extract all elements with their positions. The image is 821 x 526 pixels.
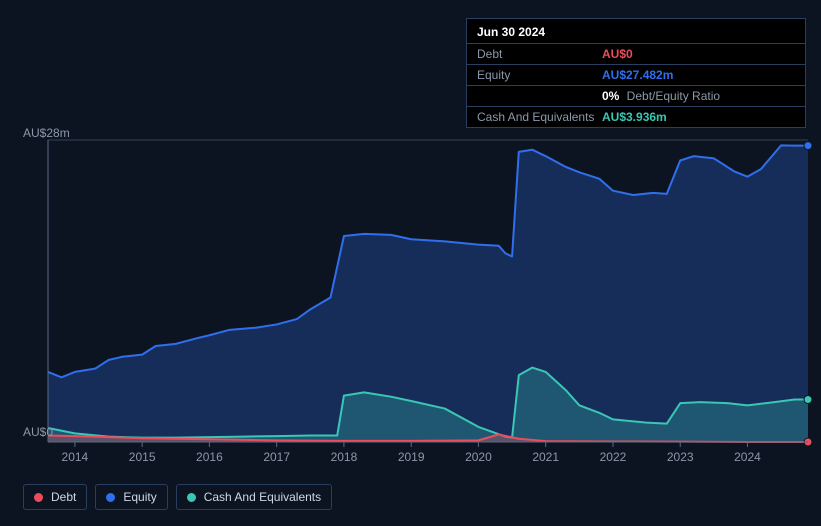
x-axis-year-label: 2022 <box>600 450 627 464</box>
tooltip-row-label: Equity <box>477 68 602 82</box>
tooltip-row: 0% Debt/Equity Ratio <box>467 85 805 106</box>
tooltip-row-value: AU$27.482m <box>602 68 673 82</box>
y-axis-min-label: AU$0 <box>23 425 53 439</box>
x-axis-year-label: 2021 <box>532 450 559 464</box>
tooltip-row: DebtAU$0 <box>467 43 805 64</box>
tooltip-row-value: 0% Debt/Equity Ratio <box>602 89 720 103</box>
legend-swatch-icon <box>106 493 115 502</box>
x-axis-year-label: 2014 <box>62 450 89 464</box>
x-axis-year-label: 2024 <box>734 450 761 464</box>
chart-container: AU$28m AU$0 2014 2015 2016 2017 2018 2019 2020… <box>0 0 821 526</box>
legend-item-debt[interactable]: Debt <box>23 484 87 510</box>
legend-item-label: Equity <box>123 490 156 504</box>
tooltip-row-value: AU$0 <box>602 47 633 61</box>
tooltip-row-label: Debt <box>477 47 602 61</box>
x-axis-year-label: 2023 <box>667 450 694 464</box>
tooltip-row-label: Cash And Equivalents <box>477 110 602 124</box>
chart-tooltip: Jun 30 2024 DebtAU$0EquityAU$27.482m0% D… <box>466 18 806 128</box>
x-axis-year-label: 2018 <box>331 450 358 464</box>
tooltip-date: Jun 30 2024 <box>467 19 805 43</box>
x-axis-year-label: 2017 <box>263 450 290 464</box>
chart-legend: Debt Equity Cash And Equivalents <box>23 484 332 510</box>
tooltip-row-value: AU$3.936m <box>602 110 667 124</box>
legend-swatch-icon <box>34 493 43 502</box>
legend-item-equity[interactable]: Equity <box>95 484 167 510</box>
legend-item-label: Debt <box>51 490 76 504</box>
y-axis-max-label: AU$28m <box>23 126 70 140</box>
x-axis-year-label: 2019 <box>398 450 425 464</box>
tooltip-row: Cash And EquivalentsAU$3.936m <box>467 106 805 127</box>
legend-item-label: Cash And Equivalents <box>204 490 321 504</box>
x-axis-year-label: 2020 <box>465 450 492 464</box>
tooltip-row: EquityAU$27.482m <box>467 64 805 85</box>
legend-item-cash[interactable]: Cash And Equivalents <box>176 484 332 510</box>
legend-swatch-icon <box>187 493 196 502</box>
tooltip-row-label <box>477 89 602 103</box>
x-axis-year-label: 2015 <box>129 450 156 464</box>
x-axis-year-label: 2016 <box>196 450 223 464</box>
